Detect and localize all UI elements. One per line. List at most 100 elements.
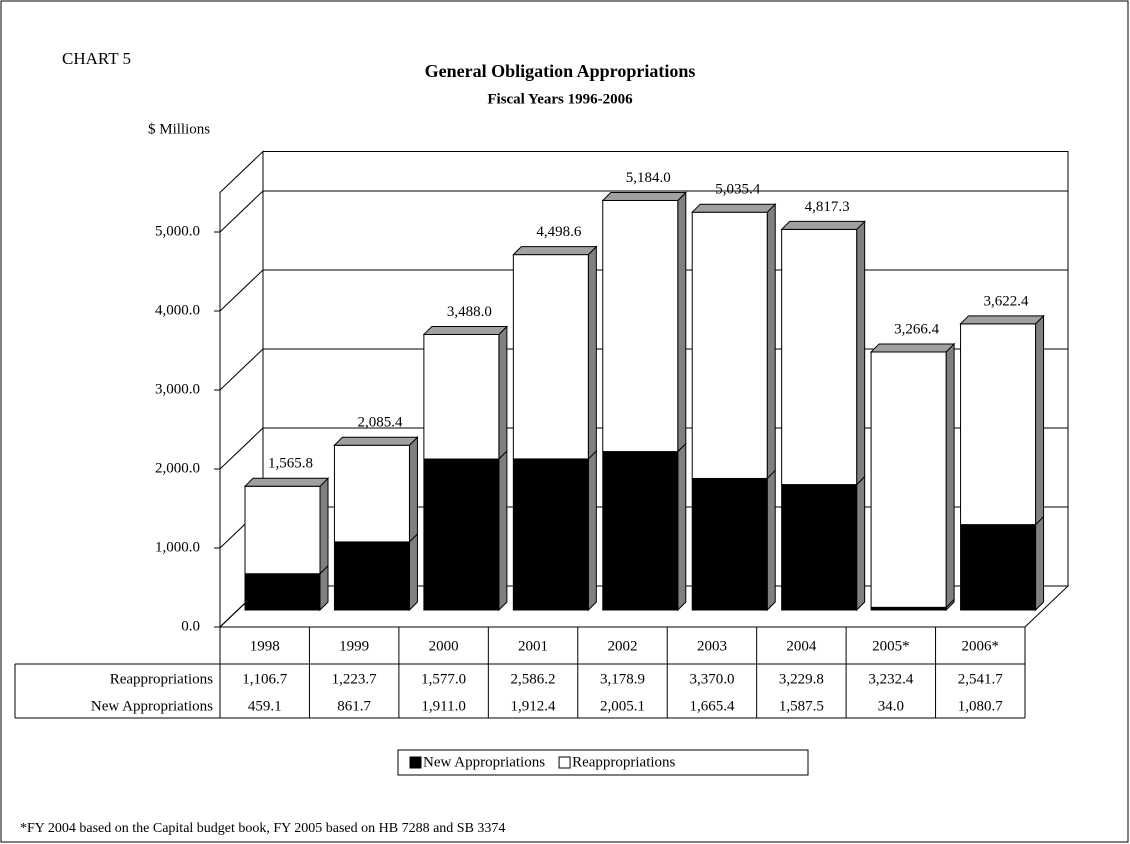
- x-tick-label: 2005*: [872, 638, 910, 654]
- bar: [512, 254, 589, 460]
- bar-side: [408, 532, 418, 612]
- bar-side: [1035, 515, 1045, 612]
- y-tick-label: 3,000.0: [155, 381, 200, 397]
- bar-top: [333, 436, 419, 446]
- bar-side: [587, 449, 597, 612]
- grid-line: [219, 348, 264, 391]
- legend-swatch: [409, 756, 422, 769]
- table-cell: 2,005.1: [600, 698, 645, 714]
- x-tick-label: 2006*: [962, 638, 1000, 654]
- y-axis-label: $ Millions: [148, 121, 210, 137]
- table-cell: 1,106.7: [242, 671, 288, 687]
- table-row-label: New Appropriations: [91, 698, 213, 714]
- bar-side: [856, 475, 866, 612]
- table-cell: 3,229.8: [779, 671, 824, 687]
- total-label: 3,266.4: [894, 321, 940, 337]
- table-cell: 1,665.4: [689, 698, 735, 714]
- y-tick-label: 4,000.0: [155, 302, 200, 318]
- x-tick-label: 2000: [429, 638, 459, 654]
- bar: [691, 477, 768, 611]
- table-cell: 861.7: [337, 698, 371, 714]
- y-tick-label: 5,000.0: [155, 223, 200, 239]
- table-cell: 34.0: [878, 698, 904, 714]
- bar-top: [422, 325, 509, 335]
- x-tick-label: 2002: [608, 638, 638, 654]
- bar-side: [766, 469, 776, 612]
- bar: [870, 351, 947, 608]
- y-tick-label: 0.0: [181, 618, 200, 634]
- total-label: 3,622.4: [984, 293, 1030, 309]
- table-cell: 1,911.0: [421, 698, 465, 714]
- bar-side: [587, 245, 597, 461]
- footnote: *FY 2004 based on the Capital budget boo…: [20, 821, 505, 836]
- bar: [960, 524, 1037, 611]
- bar: [781, 228, 858, 486]
- grid-line: [219, 269, 264, 312]
- bar-top: [512, 246, 598, 256]
- total-label: 4,498.6: [536, 224, 582, 240]
- table-cell: 2,586.2: [511, 671, 556, 687]
- bar: [960, 323, 1037, 526]
- bar: [423, 458, 500, 611]
- x-tick-label: 1998: [250, 638, 280, 654]
- legend-label: New Appropriations: [423, 754, 545, 770]
- table-cell: 459.1: [248, 698, 282, 714]
- table-cell: 1,577.0: [421, 671, 466, 687]
- y-tick-label: 2,000.0: [155, 460, 200, 476]
- bar-top: [601, 191, 687, 201]
- bar-top: [869, 343, 956, 353]
- bar-side: [766, 202, 776, 480]
- total-label: 2,085.4: [357, 415, 403, 431]
- bar-top: [780, 220, 866, 230]
- x-tick-label: 2004: [786, 638, 817, 654]
- chart-subtitle: Fiscal Years 1996-2006: [487, 91, 633, 107]
- bar: [512, 458, 589, 611]
- bar: [691, 211, 768, 479]
- bar-side: [856, 220, 866, 486]
- bar-top: [243, 477, 330, 487]
- bar: [423, 333, 500, 460]
- chart-title: General Obligation Appropriations: [425, 61, 696, 81]
- total-label: 3,488.0: [447, 304, 492, 320]
- legend-swatch: [558, 756, 571, 769]
- table-row-label: Reappropriations: [110, 671, 213, 687]
- bar: [333, 444, 410, 543]
- table-cell: 1,912.4: [511, 698, 557, 714]
- total-label: 4,817.3: [805, 199, 850, 215]
- bar-side: [498, 449, 508, 612]
- bar: [781, 484, 858, 611]
- x-tick-label: 1999: [339, 638, 369, 654]
- total-label: 5,184.0: [626, 170, 671, 186]
- x-tick-label: 2001: [518, 638, 548, 654]
- bar-side: [677, 442, 687, 612]
- grid-line: [219, 427, 264, 470]
- bar-side: [945, 342, 955, 609]
- bar: [602, 199, 679, 453]
- table-cell: 1,587.5: [779, 698, 824, 714]
- table-cell: 2,541.7: [958, 671, 1004, 687]
- bar: [244, 485, 321, 575]
- bar-side: [408, 436, 418, 544]
- table-cell: 3,232.4: [868, 671, 914, 687]
- bar-side: [1035, 314, 1045, 526]
- bar: [333, 541, 410, 611]
- bar-side: [319, 477, 329, 575]
- bar-top: [959, 315, 1045, 325]
- bar-top: [691, 203, 777, 213]
- legend-label: Reappropriations: [572, 754, 675, 770]
- legend-box: [397, 749, 809, 776]
- bar-side: [498, 325, 508, 461]
- table-cell: 1,223.7: [332, 671, 378, 687]
- grid-line: [219, 190, 264, 233]
- x-tick-label: 2003: [697, 638, 727, 654]
- table-cell: 3,370.0: [689, 671, 734, 687]
- chart-label: CHART 5: [62, 49, 131, 68]
- table-cell: 3,178.9: [600, 671, 645, 687]
- y-tick-label: 1,000.0: [155, 539, 200, 555]
- bar: [602, 451, 679, 611]
- bar-side: [677, 191, 687, 453]
- total-label: 1,565.8: [268, 456, 313, 472]
- total-label: 5,035.4: [715, 182, 761, 198]
- bar: [244, 573, 321, 611]
